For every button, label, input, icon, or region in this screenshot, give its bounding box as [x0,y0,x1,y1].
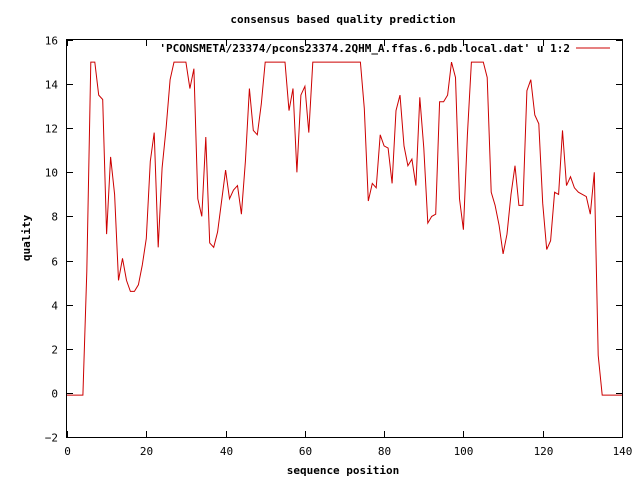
chart-title: consensus based quality prediction [230,13,455,26]
series-line-0 [67,61,622,396]
series-layer [67,61,622,396]
x-tick-label: 20 [140,445,153,458]
x-axis: 0 20 40 60 80 100 120 140 [64,40,632,458]
x-tick-label: 120 [534,445,554,458]
y-tick-label: 0 [51,388,58,401]
y-tick-label: 12 [45,123,58,136]
y-tick-label: −2 [45,432,58,445]
legend-entry-label: 'PCONSMETA/23374/pcons23374.2QHM_A.ffas.… [159,42,570,55]
y-tick-label: 16 [45,35,58,48]
x-tick-label: 0 [64,445,71,458]
y-axis: −2 0 2 4 6 8 10 12 14 16 [45,35,622,445]
y-tick-label: 2 [51,344,58,357]
y-tick-label: 8 [51,211,58,224]
y-tick-label: 6 [51,256,58,269]
x-axis-label: sequence position [287,464,400,477]
x-tick-label: 140 [613,445,633,458]
x-tick-label: 40 [220,445,233,458]
y-axis-label: quality [20,214,33,261]
y-tick-label: 14 [45,79,59,92]
x-tick-label: 60 [299,445,312,458]
x-tick-label: 80 [378,445,391,458]
y-tick-label: 4 [51,300,58,313]
legend: 'PCONSMETA/23374/pcons23374.2QHM_A.ffas.… [159,42,610,55]
x-tick-label: 100 [454,445,474,458]
y-tick-label: 10 [45,167,58,180]
plot-frame [66,39,623,438]
